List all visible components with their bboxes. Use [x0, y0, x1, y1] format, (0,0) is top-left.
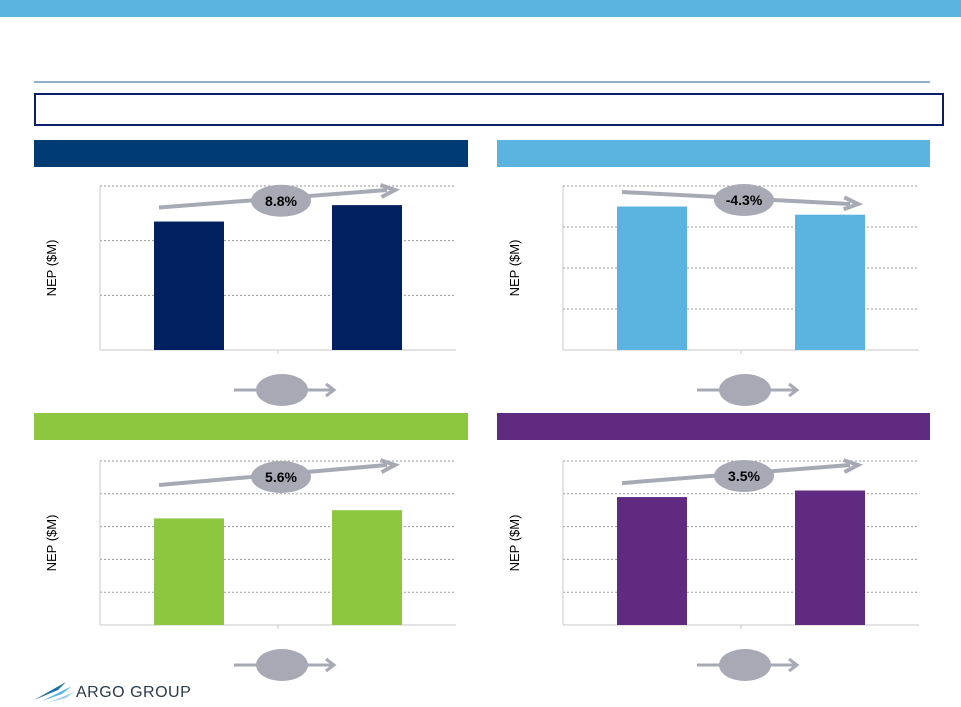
bar	[332, 510, 402, 625]
change-label: 8.8%	[265, 193, 297, 209]
subtitle-box	[34, 93, 944, 126]
y-axis-label: NEP ($M)	[44, 240, 59, 297]
bar	[617, 497, 687, 625]
footer-bubble	[719, 374, 771, 406]
footer-arrow-head	[788, 657, 800, 673]
change-label: -4.3%	[726, 192, 763, 208]
bar	[154, 518, 224, 625]
company-logo-text: ARGO GROUP	[76, 684, 192, 701]
chart-top-right: NEP ($M) -4.3%	[507, 184, 919, 406]
chart-bottom-left: NEP ($M) 5.6%	[44, 458, 456, 681]
y-axis-label: NEP ($M)	[507, 515, 522, 572]
footer-bubble	[256, 649, 308, 681]
band-top-right	[497, 140, 930, 167]
bar	[332, 205, 402, 350]
change-label: 3.5%	[728, 468, 760, 484]
wing-logo-icon	[34, 682, 74, 702]
trend-arrow-head	[379, 458, 401, 474]
change-bubble	[251, 461, 311, 493]
band-bottom-right	[497, 413, 930, 440]
footer-arrow-head	[788, 382, 800, 398]
chart-bottom-right: NEP ($M) 3.5%	[507, 458, 919, 681]
trend-arrow-head	[843, 195, 864, 212]
change-bubble	[251, 184, 311, 217]
bar	[617, 206, 687, 350]
bar	[795, 214, 865, 350]
footer-arrow-head	[325, 657, 337, 673]
bar	[795, 490, 865, 625]
chart-top-left: NEP ($M) 8.8%	[44, 183, 456, 406]
trend-arrow-head	[379, 183, 401, 199]
change-bubble	[714, 184, 774, 216]
band-bottom-left	[34, 413, 468, 440]
footer-bubble	[256, 374, 308, 406]
trend-arrow-head	[842, 458, 864, 474]
y-axis-label: NEP ($M)	[507, 240, 522, 297]
top-accent-bar	[0, 0, 961, 17]
footer-arrow-head	[325, 382, 337, 398]
y-axis-label: NEP ($M)	[44, 515, 59, 572]
change-label: 5.6%	[265, 469, 297, 485]
title-divider	[34, 81, 930, 83]
band-top-left	[34, 140, 468, 167]
change-bubble	[714, 460, 774, 493]
footer-bubble	[719, 649, 771, 681]
bar	[154, 221, 224, 350]
